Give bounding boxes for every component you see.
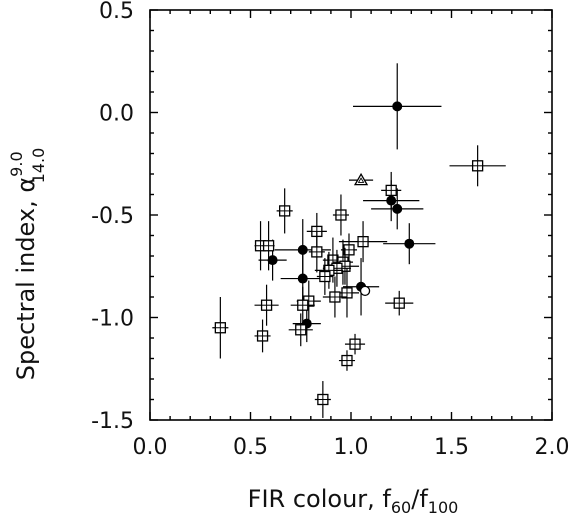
- y-tick-label: -1.0: [91, 307, 134, 332]
- open-square-point: [254, 284, 279, 326]
- open-square-point: [288, 313, 313, 347]
- open-triangle-point: [348, 172, 374, 186]
- open-square-point: [254, 319, 271, 353]
- marker: [392, 203, 403, 214]
- open-square-point: [385, 290, 414, 316]
- open-square-point: [322, 276, 347, 318]
- open-square-point: [332, 194, 349, 236]
- marker-inner: [357, 177, 365, 183]
- x-tick-label: 0.5: [233, 435, 268, 460]
- x-axis-label: FIR colour, f60/f100: [248, 485, 459, 517]
- filled-circle-point: [371, 188, 424, 230]
- open-square-point: [308, 231, 325, 273]
- y-tick-label: -0.5: [91, 204, 134, 229]
- open-square-point: [262, 221, 275, 271]
- x-tick-label: 2.0: [535, 435, 570, 460]
- marker: [404, 238, 415, 249]
- filled-circle-point: [383, 223, 436, 265]
- x-tick-label: 0.0: [133, 435, 168, 460]
- y-tick-labels: 0.5 0.0 -0.5 -1.0 -1.5: [91, 0, 134, 434]
- open-square-point: [338, 221, 388, 263]
- plot-frame: [149, 9, 553, 421]
- y-axis-label: Spectral index, α9.0 14.0: [7, 148, 48, 381]
- y-tick-label: 0.0: [99, 102, 134, 127]
- marker: [297, 273, 308, 284]
- open-square-point: [381, 171, 402, 209]
- y-tick-label: -1.5: [91, 409, 134, 434]
- marker: [392, 101, 403, 112]
- x-tick-label: 1.5: [434, 435, 469, 460]
- open-square-point: [276, 188, 293, 234]
- marker: [267, 255, 278, 266]
- x-tick-labels: 0.0 0.5 1.0 1.5 2.0: [133, 435, 570, 460]
- open-square-point: [212, 297, 229, 359]
- filled-circle-point: [353, 63, 442, 150]
- open-square-point: [449, 145, 506, 187]
- open-square-point: [314, 381, 331, 418]
- data-points: [212, 63, 506, 418]
- open-circle-point: [359, 285, 371, 297]
- marker: [353, 172, 369, 186]
- x-tick-label: 1.0: [334, 435, 369, 460]
- open-square-point: [338, 350, 356, 371]
- open-square-point: [290, 286, 315, 324]
- y-tick-label: 0.5: [99, 0, 134, 24]
- open-square-point: [316, 258, 333, 295]
- marker: [359, 285, 371, 297]
- open-square-point: [344, 333, 366, 355]
